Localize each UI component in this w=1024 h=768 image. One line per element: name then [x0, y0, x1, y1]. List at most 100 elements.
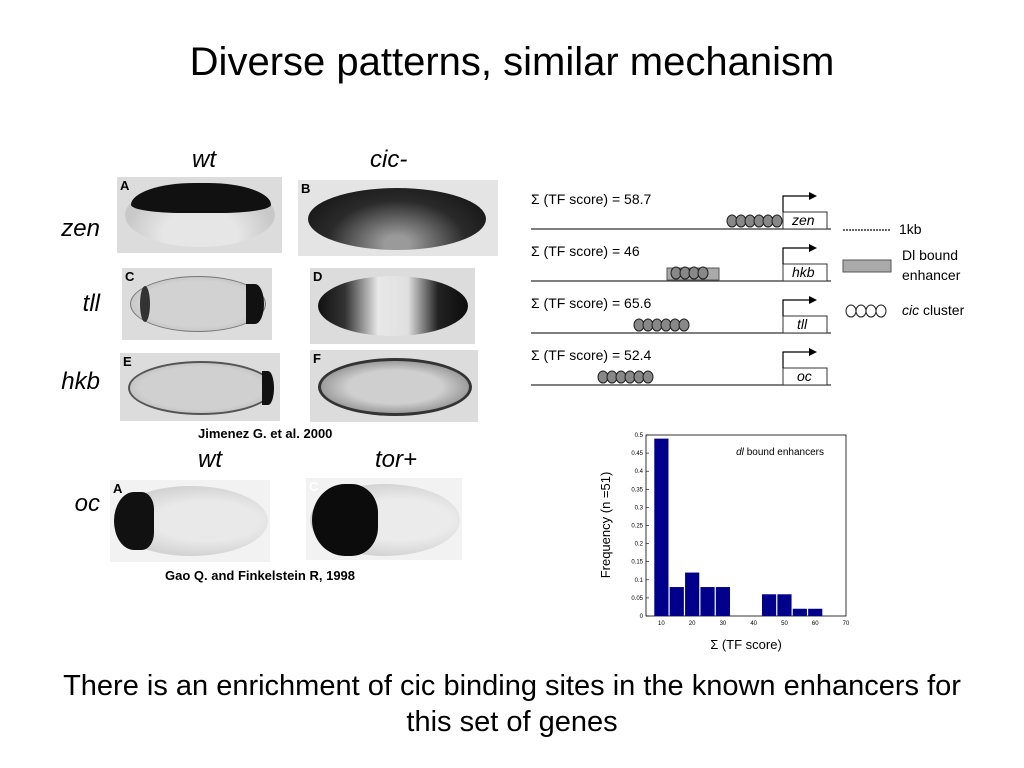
- score-label-zen: Σ (TF score) = 58.7: [531, 191, 652, 207]
- row-label-zen: zen: [61, 215, 100, 242]
- panel-letter: B: [301, 181, 311, 196]
- col-label-cic: cic-: [370, 146, 408, 173]
- posterior-stain: [262, 371, 274, 405]
- arrow-head: [809, 348, 817, 356]
- arrow-head: [809, 192, 817, 200]
- x-tick-label: 10: [658, 621, 665, 627]
- citation-jimenez: Jimenez G. et al. 2000: [198, 426, 333, 441]
- gene-box-oc: [782, 367, 828, 386]
- score-label-hkb: Σ (TF score) = 46: [531, 243, 640, 259]
- gene-name-oc: oc: [797, 368, 812, 384]
- conclusion-text: There is an enrichment of cic binding si…: [63, 670, 961, 738]
- x-axis-label: Σ (TF score): [710, 637, 782, 652]
- bars: [654, 438, 823, 616]
- col-label-tor: tor+: [375, 446, 418, 473]
- cic-cluster-legend-swatch: [845, 304, 887, 318]
- zen-dorsal-stain: [131, 183, 271, 213]
- score-label-tll: Σ (TF score) = 65.6: [531, 295, 652, 311]
- cic-cluster-legend-label: cic cluster: [902, 302, 965, 318]
- col-label-wt-2: wt: [198, 446, 222, 473]
- anterior-stain: [140, 286, 150, 322]
- histogram-bar: [685, 572, 700, 616]
- y-tick-label: 0.45: [631, 451, 643, 457]
- histogram-bar: [761, 594, 777, 616]
- row-label-oc: oc: [74, 490, 100, 517]
- panel-letter: C: [309, 479, 319, 494]
- x-tick-label: 30: [720, 621, 727, 627]
- embryo-panel-oc-wt: A: [110, 480, 270, 562]
- embryo-panel-d: D: [310, 268, 475, 344]
- embryo-panel-a: A: [117, 177, 282, 253]
- tf-score-histogram: dl bound enhancers 0 0.05 0.1 0.15 0.2 0.25 0.…: [598, 433, 850, 652]
- y-axis-label: Frequency (n =51): [598, 472, 613, 579]
- panel-letter: C: [125, 269, 135, 284]
- posterior-stain: [246, 284, 264, 324]
- gene-box-zen: [782, 211, 828, 230]
- enhancer-legend-line2: enhancer: [902, 267, 961, 283]
- x-tick-label: 20: [689, 621, 696, 627]
- gene-name-hkb: hkb: [792, 264, 815, 280]
- gene-enhancer-diagram: Σ (TF score) = 58.7 zen Σ (TF score) = 4…: [531, 191, 965, 386]
- y-tick-label: 0.1: [635, 578, 644, 584]
- histogram-bar: [792, 608, 807, 616]
- embryo-image: [318, 358, 472, 416]
- enhancer-legend-swatch: [842, 259, 892, 273]
- scale-label: 1kb: [899, 221, 922, 237]
- x-tick-label: 60: [812, 621, 819, 627]
- arrow-head: [809, 244, 817, 252]
- citation-gao: Gao Q. and Finkelstein R, 1998: [165, 568, 356, 583]
- cic-cluster: [633, 318, 690, 332]
- tss-arrow: [782, 247, 809, 264]
- gene-name-tll: tll: [797, 316, 808, 332]
- tss-arrow: [782, 195, 809, 212]
- y-tick-label: 0.25: [631, 524, 643, 530]
- embryo-panel-c: C: [122, 268, 272, 340]
- embryo-panel-b: B: [298, 180, 498, 256]
- embryo-image: [308, 188, 486, 250]
- slide-title: Diverse patterns, similar mechanism: [189, 40, 835, 84]
- y-axis-ticks: 0 0.05 0.1 0.15 0.2 0.25 0.3 0.35 0.4 0.45 0.5: [631, 433, 649, 620]
- embryo-panel-e: E: [120, 353, 280, 421]
- score-label-oc: Σ (TF score) = 52.4: [531, 347, 652, 363]
- y-tick-label: 0.2: [635, 542, 644, 548]
- y-tick-label: 0.35: [631, 487, 643, 493]
- panel-letter: A: [120, 178, 130, 193]
- histogram-bar: [715, 587, 731, 616]
- oc-expanded-stain: [312, 484, 378, 556]
- arrow-head: [809, 296, 817, 304]
- embryo-panel-f: F: [310, 350, 478, 422]
- panel-letter: D: [313, 269, 323, 284]
- x-axis-ticks: 10 20 30 40 50 60 70: [658, 621, 850, 627]
- x-tick-label: 70: [843, 621, 850, 627]
- histogram-bar: [700, 587, 715, 616]
- row-label-hkb: hkb: [61, 368, 100, 395]
- histogram-bar: [808, 608, 823, 616]
- embryo-image: [318, 276, 468, 336]
- panel-letter: F: [313, 351, 321, 366]
- gene-box-hkb: [782, 263, 828, 282]
- cic-cluster: [670, 266, 709, 280]
- histogram-bar: [654, 438, 669, 616]
- y-tick-label: 0: [640, 614, 644, 620]
- histogram-bar: [669, 587, 684, 616]
- x-tick-label: 50: [781, 621, 788, 627]
- col-label-wt: wt: [192, 146, 216, 173]
- panel-letter: A: [113, 481, 123, 496]
- gene-name-zen: zen: [791, 212, 815, 228]
- gene-box-tll: [782, 315, 828, 334]
- y-tick-label: 0.5: [635, 433, 644, 439]
- y-tick-label: 0.15: [631, 560, 643, 566]
- cic-cluster: [597, 370, 654, 384]
- y-tick-label: 0.4: [635, 469, 644, 475]
- panel-letter: E: [123, 354, 132, 369]
- oc-anterior-stain: [114, 492, 154, 550]
- y-tick-label: 0.3: [635, 505, 644, 511]
- embryo-image: [130, 276, 266, 332]
- row-label-tll: tll: [82, 290, 100, 317]
- tss-arrow: [782, 351, 809, 368]
- enhancer-legend-line1: Dl bound: [902, 247, 958, 263]
- plot-area: [645, 434, 847, 617]
- y-tick-label: 0.05: [631, 596, 643, 602]
- chart-title: dl bound enhancers: [736, 447, 824, 458]
- histogram-bar: [777, 594, 792, 616]
